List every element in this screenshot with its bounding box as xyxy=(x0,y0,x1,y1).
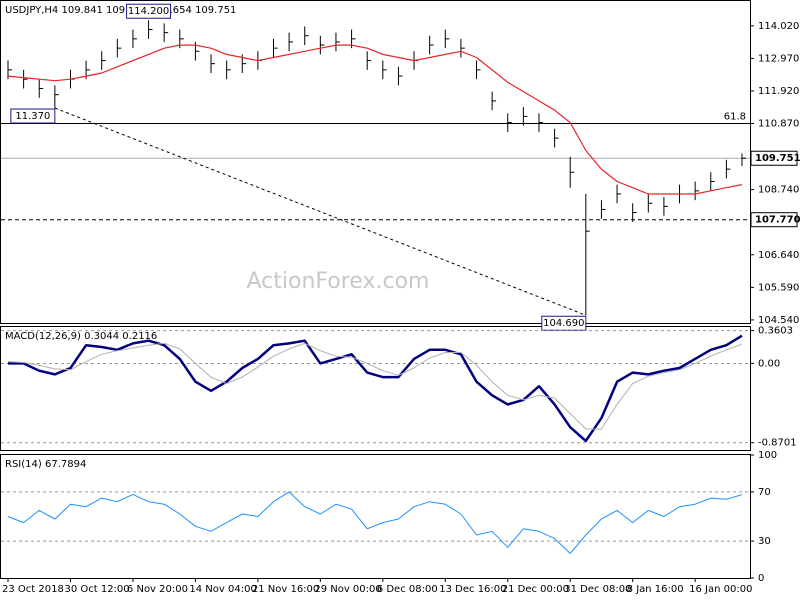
line xyxy=(7,44,743,195)
trend-line xyxy=(54,107,587,316)
annotation-box xyxy=(10,108,56,124)
x-tick-label: 13 Dec 16:00 xyxy=(439,584,506,595)
rsi-title: RSI(14) 67.7894 xyxy=(5,459,86,470)
rsi-pane xyxy=(0,454,751,579)
x-tick-label: 31 Dec 08:00 xyxy=(564,584,631,595)
annotation-box xyxy=(541,315,587,331)
x-tick-label: 6 Nov 20:00 xyxy=(127,584,188,595)
macd-title: MACD(12,26,9) 0.3044 0.2116 xyxy=(5,331,157,342)
annotation-label: 114.200 xyxy=(128,6,169,17)
line xyxy=(7,491,743,554)
x-tick-label: 6 Dec 08:00 xyxy=(377,584,438,595)
y-tick-label: -0.8701 xyxy=(758,438,797,449)
annotation-label: 104.690 xyxy=(543,318,584,329)
level-label: 107.770 xyxy=(755,215,800,226)
x-tick-label: 8 Jan 16:00 xyxy=(627,584,684,595)
y-tick-label: 100 xyxy=(758,450,777,461)
y-tick-label: 111.920 xyxy=(758,86,799,97)
level-box xyxy=(750,150,798,166)
x-tick-label: 16 Jan 00:00 xyxy=(689,584,752,595)
y-tick-label: 0.3603 xyxy=(758,326,793,337)
y-tick-label: 108.740 xyxy=(758,185,799,196)
y-tick-label: 110.870 xyxy=(758,119,799,130)
price-title: USDJPY,H4 109.841 109.891 109.654 109.75… xyxy=(5,5,236,16)
x-tick-label: 30 Oct 12:00 xyxy=(64,584,129,595)
x-tick-label: 21 Nov 16:00 xyxy=(252,584,319,595)
macd-pane xyxy=(0,326,751,451)
x-tick-label: 29 Nov 00:00 xyxy=(314,584,381,595)
y-tick-label: 114.020 xyxy=(758,21,799,32)
line xyxy=(7,342,743,430)
y-tick-label: 106.640 xyxy=(758,250,799,261)
y-tick-label: 0 xyxy=(758,573,764,584)
y-tick-label: 70 xyxy=(758,487,771,498)
level-label: 109.751 xyxy=(755,153,800,164)
level-box xyxy=(750,212,798,228)
y-tick-label: 0.00 xyxy=(758,358,780,369)
y-tick-label: 30 xyxy=(758,536,771,547)
annotation-label: 11.370 xyxy=(15,111,50,122)
y-tick-label: 104.540 xyxy=(758,315,799,326)
x-tick-label: 14 Nov 04:00 xyxy=(189,584,256,595)
annotation-box xyxy=(126,3,172,19)
line xyxy=(8,334,743,443)
x-tick-label: 21 Dec 00:00 xyxy=(502,584,569,595)
x-tick-label: 23 Oct 2018 xyxy=(2,584,64,595)
level-label: 61.8 xyxy=(724,112,746,123)
y-tick-label: 105.590 xyxy=(758,282,799,293)
y-tick-label: 112.970 xyxy=(758,53,799,64)
watermark: ActionForex.com xyxy=(247,269,430,294)
